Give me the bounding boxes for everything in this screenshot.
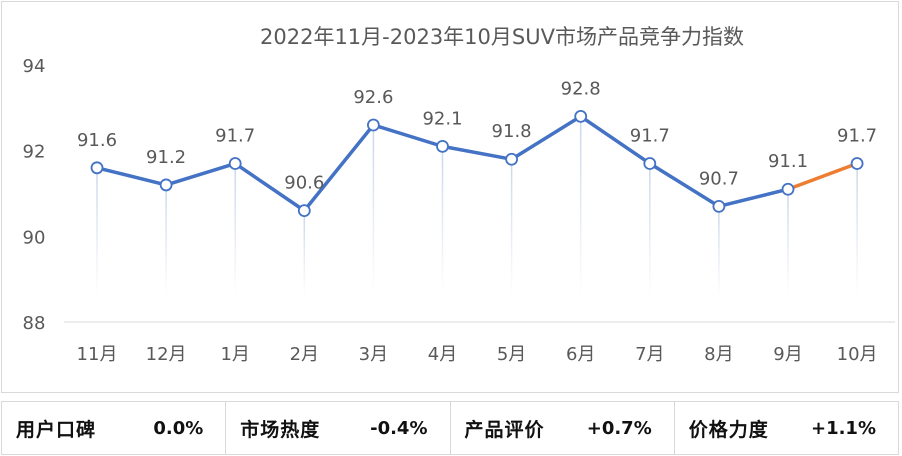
metric-value: +1.1% <box>810 417 876 439</box>
chart-container: 2022年11月-2023年10月SUV市场产品竞争力指数 88 90 92 94 11月… <box>1 1 899 393</box>
data-label: 91.7 <box>630 126 670 147</box>
x-tick-label: 1月 <box>220 344 249 365</box>
x-tick-label: 12月 <box>146 344 187 365</box>
drop-line <box>510 159 513 297</box>
series-last-segment <box>786 161 859 191</box>
metric-market-heat: 市场热度 -0.4% <box>226 402 451 454</box>
metric-label: 市场热度 <box>240 418 321 441</box>
drop-line <box>441 146 444 297</box>
metric-value: -0.4% <box>370 417 428 439</box>
metric-price-strength: 价格力度 +1.1% <box>675 402 898 454</box>
data-label: 90.6 <box>284 173 324 194</box>
x-tick-label: 6月 <box>566 344 595 365</box>
drop-line <box>234 163 236 297</box>
data-label: 91.8 <box>492 121 532 142</box>
data-label: 91.7 <box>837 126 877 147</box>
metric-label: 价格力度 <box>688 418 769 441</box>
metrics-bar: 用户口碑 0.0% 市场热度 -0.4% 产品评价 +0.7% 价格力度 +1.… <box>1 401 899 455</box>
data-point <box>159 178 173 192</box>
chart-title: 2022年11月-2023年10月SUV市场产品竞争力指数 <box>260 25 744 49</box>
data-point <box>297 204 311 218</box>
data-label: 91.7 <box>215 126 255 147</box>
data-point <box>643 157 657 170</box>
data-point <box>781 182 795 196</box>
x-tick-label: 9月 <box>773 344 802 365</box>
metric-label: 产品评价 <box>464 418 545 441</box>
x-tick-label: 4月 <box>428 344 457 365</box>
y-tick-label: 90 <box>23 227 46 248</box>
data-point <box>228 157 242 170</box>
metric-user-reputation: 用户口碑 0.0% <box>2 402 227 454</box>
drop-line <box>649 163 651 297</box>
metric-value: +0.7% <box>586 417 652 439</box>
line-chart: 2022年11月-2023年10月SUV市场产品竞争力指数 88 90 92 94 11月… <box>23 25 895 365</box>
x-tick-label: 7月 <box>635 344 664 365</box>
drop-line <box>165 184 167 297</box>
x-tick-label: 11月 <box>77 344 118 365</box>
data-label: 90.7 <box>699 168 739 189</box>
x-tick-label: 2月 <box>290 344 319 365</box>
x-tick-label: 10月 <box>837 344 878 365</box>
data-point <box>574 110 588 123</box>
metric-product-review: 产品评价 +0.7% <box>451 402 675 454</box>
x-tick-label: 3月 <box>359 344 388 365</box>
metric-label: 用户口碑 <box>16 418 97 441</box>
drop-line <box>96 167 98 297</box>
drop-line <box>718 206 720 297</box>
data-label: 92.1 <box>422 108 462 129</box>
data-point <box>436 139 449 153</box>
drop-line <box>579 116 582 298</box>
y-tick-label: 94 <box>23 56 46 77</box>
drop-line <box>303 210 306 297</box>
drop-line <box>856 163 858 297</box>
data-label: 91.2 <box>146 147 186 168</box>
drop-line <box>372 124 375 297</box>
x-tick-label: 5月 <box>497 344 526 365</box>
drop-line <box>787 189 789 297</box>
data-label: 91.1 <box>768 151 808 172</box>
data-label: 92.8 <box>561 78 601 99</box>
data-label: 92.6 <box>353 87 393 108</box>
y-tick-label: 88 <box>23 313 46 334</box>
y-tick-label: 92 <box>23 142 46 163</box>
data-point <box>712 199 726 213</box>
data-label: 91.6 <box>77 130 117 151</box>
data-point <box>505 152 519 166</box>
metric-value: 0.0% <box>153 417 204 439</box>
data-point <box>90 161 104 175</box>
data-point <box>850 157 864 170</box>
data-point <box>366 118 380 132</box>
x-tick-label: 8月 <box>704 344 733 365</box>
